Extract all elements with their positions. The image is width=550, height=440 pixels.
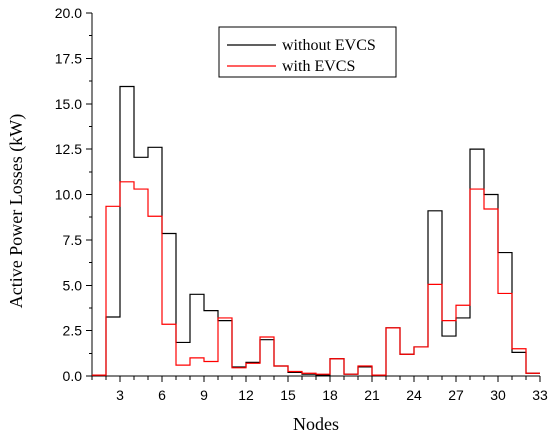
x-tick-label: 24 [406, 387, 422, 403]
series-layer [92, 85, 540, 376]
series-line-with-evcs [92, 181, 540, 376]
legend-box [218, 26, 397, 78]
x-tick-label: 15 [280, 387, 296, 403]
legend-label-without-evcs: without EVCS [282, 37, 376, 54]
y-tick-label: 10.0 [55, 187, 82, 203]
legend-label-with-evcs: with EVCS [282, 58, 355, 75]
y-axis-title: Active Power Losses (kW) [6, 114, 27, 308]
x-tick-label: 30 [490, 387, 506, 403]
plot-area: 3 6 9 12 15 18 21 24 27 30 33 0.0 2.5 5.0 7.5 10.0 12.5… [55, 5, 548, 403]
y-axis: 0.0 2.5 5.0 7.5 10.0 12.5 15.0 17.5 20.0 [55, 5, 93, 384]
y-tick-label: 12.5 [55, 141, 82, 157]
x-axis-title: Nodes [293, 414, 339, 434]
x-tick-label: 12 [238, 387, 254, 403]
y-tick-label: 17.5 [55, 50, 82, 66]
y-tick-label: 20.0 [55, 5, 82, 21]
series-line-without-evcs [92, 85, 540, 376]
x-tick-label: 21 [364, 387, 380, 403]
y-tick-label: 2.5 [63, 323, 83, 339]
y-tick-label: 5.0 [63, 277, 83, 293]
y-tick-label: 7.5 [63, 232, 83, 248]
x-axis: 3 6 9 12 15 18 21 24 27 30 33 [91, 375, 548, 403]
x-tick-label: 3 [116, 387, 124, 403]
x-tick-label: 6 [158, 387, 166, 403]
y-tick-label: 0.0 [63, 368, 83, 384]
x-tick-label: 27 [448, 387, 464, 403]
x-tick-label: 18 [322, 387, 338, 403]
y-tick-label: 15.0 [55, 96, 82, 112]
legend: without EVCS with EVCS [218, 26, 397, 78]
x-tick-label: 33 [532, 387, 548, 403]
x-tick-label: 9 [200, 387, 208, 403]
